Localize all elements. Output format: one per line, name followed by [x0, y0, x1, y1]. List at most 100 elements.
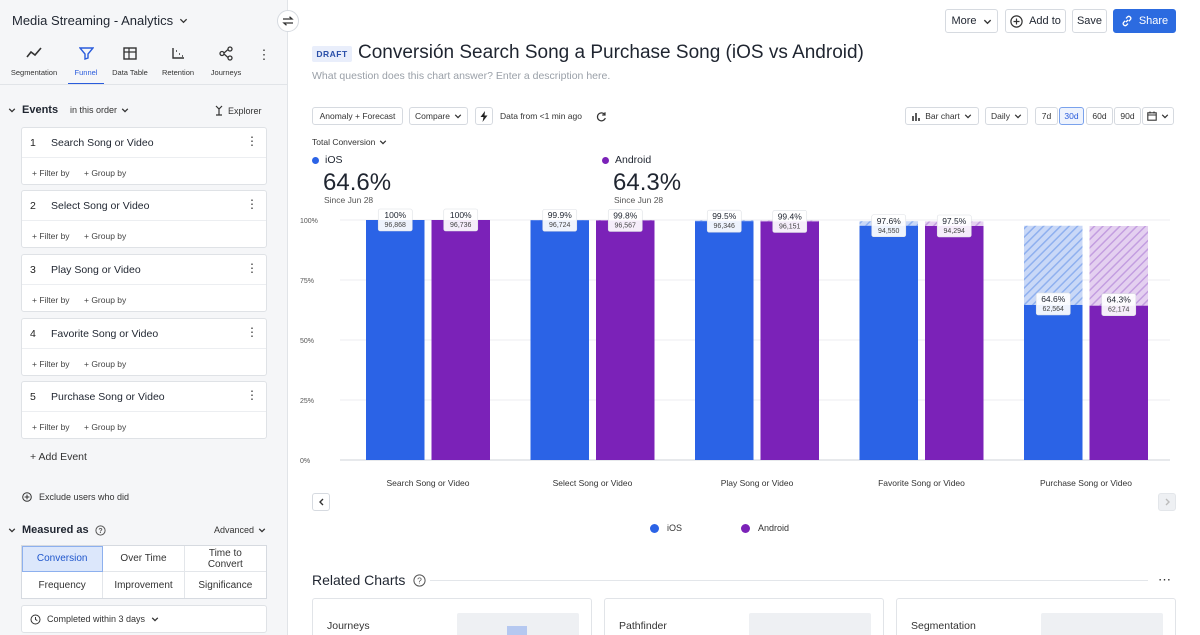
event-name[interactable]: Search Song or Video — [51, 137, 154, 149]
event-step-actions: + Filter by + Group by — [22, 285, 266, 313]
data-label-count: 62,174 — [1108, 307, 1130, 314]
filter-by-button[interactable]: + Filter by — [32, 295, 70, 305]
data-label-percent: 64.6% — [1041, 294, 1066, 304]
advanced-dropdown[interactable]: Advanced — [214, 525, 266, 535]
more-button[interactable]: More — [945, 9, 998, 33]
events-toggle[interactable]: Events — [8, 104, 58, 116]
event-step-1[interactable]: 1 Search Song or Video ⋮ + Filter by + G… — [21, 127, 267, 185]
event-name[interactable]: Play Song or Video — [51, 264, 141, 276]
group-by-button[interactable]: + Group by — [84, 231, 127, 241]
range-7d[interactable]: 7d — [1035, 107, 1058, 125]
help-icon[interactable]: ? — [413, 573, 426, 587]
kebab-icon[interactable]: ⋮ — [246, 388, 258, 402]
more-chart-types-button[interactable]: ⋮ — [252, 42, 276, 84]
group-by-button[interactable]: + Group by — [84, 295, 127, 305]
chart-next-button[interactable] — [1158, 493, 1176, 511]
legend-ios[interactable]: iOS — [650, 523, 682, 533]
exclude-users-button[interactable]: Exclude users who did — [22, 492, 129, 502]
event-name[interactable]: Select Song or Video — [51, 200, 150, 212]
anomaly-forecast-button[interactable]: Anomaly + Forecast — [312, 107, 403, 125]
completed-within-dropdown[interactable]: Completed within 3 days — [21, 605, 267, 633]
event-step-3[interactable]: 3 Play Song or Video ⋮ + Filter by + Gro… — [21, 254, 267, 312]
event-step-5[interactable]: 5 Purchase Song or Video ⋮ + Filter by +… — [21, 381, 267, 439]
interval-dropdown[interactable]: Daily — [985, 107, 1028, 125]
swap-panel-button[interactable] — [277, 10, 299, 32]
tab-funnel[interactable]: Funnel — [68, 42, 104, 85]
tab-segmentation[interactable]: Segmentation — [0, 42, 68, 84]
related-card-segmentation[interactable]: Segmentation — [896, 598, 1176, 635]
measure-significance[interactable]: Significance — [198, 579, 253, 591]
related-card-pathfinder[interactable]: Pathfinder — [604, 598, 884, 635]
tab-journeys[interactable]: Journeys — [200, 42, 252, 84]
y-tick-label: 50% — [300, 338, 314, 345]
help-icon[interactable]: ? — [95, 524, 106, 536]
sidebar-header: Media Streaming - Analytics — [0, 0, 288, 42]
chevron-down-icon — [180, 18, 188, 24]
chevron-down-icon — [380, 140, 387, 145]
step-number: 1 — [30, 137, 36, 149]
app-title-dropdown[interactable]: Media Streaming - Analytics — [12, 13, 188, 28]
compare-dropdown[interactable]: Compare — [409, 107, 468, 125]
chevron-down-icon — [121, 108, 129, 113]
event-step-4[interactable]: 4 Favorite Song or Video ⋮ + Filter by +… — [21, 318, 267, 376]
add-event-button[interactable]: + Add Event — [30, 451, 87, 463]
stat-since: Since Jun 28 — [324, 195, 374, 205]
measure-frequency[interactable]: Frequency — [22, 572, 104, 598]
kebab-icon[interactable]: ⋮ — [246, 197, 258, 211]
kebab-icon[interactable]: ⋮ — [246, 261, 258, 275]
related-more-button[interactable]: ⋯ — [1158, 572, 1171, 587]
event-name[interactable]: Purchase Song or Video — [51, 391, 165, 403]
tab-label: Journeys — [210, 68, 242, 77]
measure-improvement[interactable]: Improvement — [103, 572, 185, 598]
range-30d[interactable]: 30d — [1059, 107, 1084, 125]
filter-by-button[interactable]: + Filter by — [32, 422, 70, 432]
description-input[interactable]: What question does this chart answer? En… — [312, 70, 611, 82]
lightning-button[interactable] — [475, 107, 493, 125]
metric-dropdown[interactable]: Total Conversion — [312, 137, 387, 147]
related-card-journeys[interactable]: Journeys — [312, 598, 592, 635]
range-60d[interactable]: 60d — [1086, 107, 1113, 125]
explorer-button[interactable]: Explorer — [214, 105, 262, 116]
tab-data-table[interactable]: Data Table — [104, 42, 156, 84]
group-by-button[interactable]: + Group by — [84, 422, 127, 432]
exclude-label: Exclude users who did — [39, 492, 130, 502]
x-category-label: Select Song or Video — [553, 478, 633, 488]
kebab-icon[interactable]: ⋮ — [246, 325, 258, 339]
range-90d[interactable]: 90d — [1114, 107, 1141, 125]
tab-retention[interactable]: Retention — [156, 42, 200, 84]
chevron-down-icon — [1161, 114, 1169, 119]
metric-label: Total Conversion — [312, 137, 376, 147]
kebab-icon[interactable]: ⋮ — [246, 134, 258, 148]
calendar-dropdown[interactable] — [1142, 107, 1174, 125]
group-by-button[interactable]: + Group by — [84, 359, 127, 369]
event-order-dropdown[interactable]: in this order — [70, 105, 129, 115]
filter-by-button[interactable]: + Filter by — [32, 231, 70, 241]
save-button[interactable]: Save — [1072, 9, 1107, 33]
step-number: 2 — [30, 200, 36, 212]
data-label-percent: 99.9% — [548, 210, 573, 220]
data-label-box — [871, 214, 907, 238]
data-label-percent: 99.4% — [778, 211, 803, 221]
filter-by-button[interactable]: + Filter by — [32, 359, 70, 369]
add-to-button[interactable]: Add to — [1005, 9, 1066, 33]
measure-time-to-convert[interactable]: Time to Convert — [184, 546, 266, 572]
chart-title[interactable]: Conversión Search Song a Purchase Song (… — [358, 42, 864, 63]
refresh-button[interactable] — [593, 107, 609, 125]
chart-prev-button[interactable] — [312, 493, 330, 511]
related-card-title: Journeys — [327, 620, 370, 632]
chart-type-dropdown[interactable]: Bar chart — [905, 107, 979, 125]
android-dot — [602, 156, 609, 164]
related-charts-title: Related Charts ? — [312, 572, 426, 588]
share-button[interactable]: Share — [1113, 9, 1176, 33]
data-label-count: 94,294 — [944, 228, 966, 235]
measure-conversion[interactable]: Conversion — [22, 546, 104, 572]
legend-android[interactable]: Android — [741, 523, 789, 533]
related-card-thumbnail — [1041, 613, 1163, 635]
filter-by-button[interactable]: + Filter by — [32, 168, 70, 178]
measure-over-time[interactable]: Over Time — [103, 546, 185, 572]
data-label-count: 96,736 — [450, 222, 472, 229]
measured-as-toggle[interactable]: Measured as ? — [8, 524, 106, 536]
group-by-button[interactable]: + Group by — [84, 168, 127, 178]
event-step-2[interactable]: 2 Select Song or Video ⋮ + Filter by + G… — [21, 190, 267, 248]
event-name[interactable]: Favorite Song or Video — [51, 328, 159, 340]
